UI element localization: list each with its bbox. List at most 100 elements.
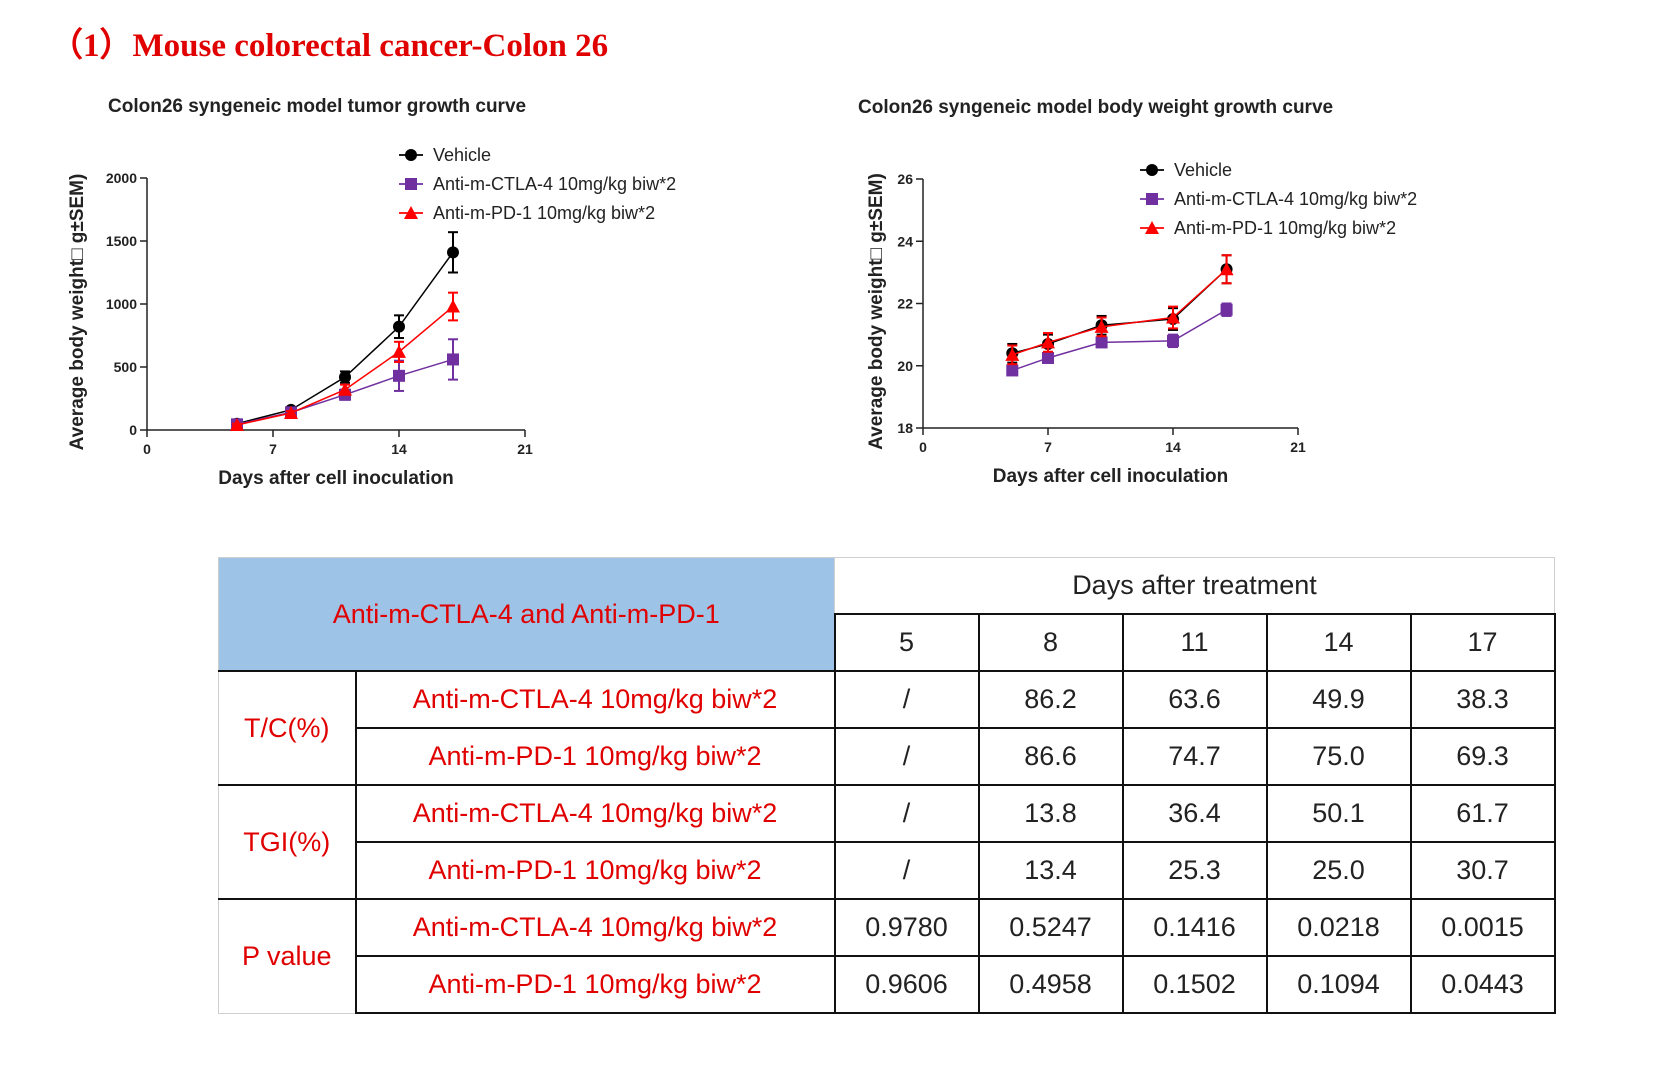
chart2-x-tick-label: 21 [1290, 439, 1306, 455]
chart1-legend-marker [405, 149, 417, 161]
chart1-data-point [393, 320, 405, 333]
section-title: （1）Mouse colorectal cancer-Colon 26 [50, 28, 609, 64]
chart1-y-tick-label: 1000 [106, 296, 137, 312]
chart1-y-tick-label: 500 [114, 359, 138, 375]
metric-label-cell: T/C(%) [218, 670, 356, 786]
treatment-label-cell: Anti-m-PD-1 10mg/kg biw*2 [354, 727, 836, 786]
chart1-legend-marker [404, 206, 418, 219]
table-row: Anti-m-PD-1 10mg/kg biw*2/13.4 25.3 25.0 30… [219, 841, 1556, 900]
chart2-y-tick-label: 18 [897, 420, 913, 436]
day-header-cell: 17 [1409, 613, 1556, 672]
chart1-data-point [446, 299, 460, 313]
table-row: P value Anti-m-CTLA-4 10mg/kg biw*2 0.9780… [218, 898, 1556, 1014]
chart2-legend-label: Anti-m-PD-1 10mg/kg biw*2 [1174, 218, 1396, 238]
chart2-x-tick-label: 0 [919, 439, 927, 455]
value-cell: 69.3 [1409, 727, 1556, 786]
value-cell: 13.4 [977, 841, 1124, 900]
chart1-y-axis-label: Average body weight□ g±SEM) [67, 174, 88, 451]
value-cell: 0.0218 [1265, 898, 1412, 957]
treatment-label-cell: Anti-m-CTLA-4 10mg/kg biw*2 [354, 898, 836, 957]
day-header-cell: 14 [1265, 613, 1412, 672]
chart2-data-point [1095, 336, 1108, 349]
chart2-data-point [1219, 262, 1234, 276]
chart2-legend-label: Vehicle [1174, 160, 1232, 180]
chart2-data-point [1005, 347, 1020, 361]
chart2-data-point [1167, 334, 1179, 347]
table-days-row: 5 8 11 14 17 [219, 613, 1556, 672]
chart2-y-tick-label: 24 [897, 233, 913, 249]
treatment-label-cell: Anti-m-CTLA-4 10mg/kg biw*2 [354, 784, 836, 843]
chart2-data-point [1042, 351, 1054, 364]
days-after-treatment-header: Days after treatment [834, 557, 1555, 615]
value-cell: 49.9 [1265, 670, 1412, 729]
treatment-label-cell: Anti-m-CTLA-4 10mg/kg biw*2 [354, 670, 836, 729]
chart1-data-point [339, 371, 351, 384]
chart1-x-tick-label: 21 [517, 441, 533, 457]
chart2-x-tick-label: 14 [1165, 439, 1181, 455]
chart2-data-point [1166, 310, 1180, 324]
value-cell: 36.4 [1121, 784, 1268, 843]
value-cell: 13.8 [977, 784, 1124, 843]
chart1-legend-marker [405, 178, 417, 190]
chart2-y-axis-label: Average body weight□ g±SEM) [866, 173, 887, 450]
value-cell: 61.7 [1409, 784, 1556, 843]
table-group-header: Anti-m-CTLA-4 and Anti-m-PD-1 [218, 557, 835, 672]
chart1-x-tick-label: 0 [143, 441, 151, 457]
chart2-legend-marker [1146, 164, 1158, 176]
value-cell: / [833, 841, 980, 900]
chart2-x-axis-label: Days after cell inoculation [993, 466, 1228, 487]
results-table: Anti-m-CTLA-4 and Anti-m-PD-1 Days after … [218, 557, 1556, 1014]
value-cell: 63.6 [1121, 670, 1268, 729]
value-cell: 25.3 [1121, 841, 1268, 900]
chart2-title: Colon26 syngeneic model body weight grow… [858, 97, 1333, 118]
value-cell: / [833, 784, 980, 843]
chart1-legend-label: Anti-m-CTLA-4 10mg/kg biw*2 [433, 174, 676, 194]
value-cell: 0.9606 [833, 955, 980, 1014]
chart1-legend-label: Vehicle [433, 145, 491, 165]
value-cell: 0.9780 [833, 898, 980, 957]
chart2-y-tick-label: 26 [897, 171, 913, 187]
value-cell: 74.7 [1121, 727, 1268, 786]
chart2-legend-marker [1145, 221, 1159, 234]
treatment-label-cell: Anti-m-PD-1 10mg/kg biw*2 [354, 841, 836, 900]
value-cell: / [833, 670, 980, 729]
chart1-y-tick-label: 1500 [106, 233, 137, 249]
chart2-data-point [1220, 303, 1233, 316]
value-cell: 0.4958 [977, 955, 1124, 1014]
chart2-y-tick-label: 20 [897, 358, 913, 374]
chart1-data-point [393, 369, 405, 382]
value-cell: 86.2 [977, 670, 1124, 729]
value-cell: 0.0443 [1409, 955, 1556, 1014]
day-header-cell: 5 [833, 613, 980, 672]
chart1-y-tick-label: 2000 [106, 170, 137, 186]
chart1-data-point [392, 344, 406, 358]
chart2-data-point [1006, 364, 1019, 377]
value-cell: 75.0 [1265, 727, 1412, 786]
table-row: T/C(%) Anti-m-CTLA-4 10mg/kg biw*2/86.2 63… [218, 670, 1556, 786]
value-cell: 38.3 [1409, 670, 1556, 729]
metric-label-cell: P value [218, 898, 356, 1014]
chart1-data-point [230, 417, 244, 431]
value-cell: 50.1 [1265, 784, 1412, 843]
value-cell: 0.1502 [1121, 955, 1268, 1014]
table-header-row: Anti-m-CTLA-4 and Anti-m-PD-1 Days after … [218, 557, 1555, 672]
value-cell: 30.7 [1409, 841, 1556, 900]
value-cell: 86.6 [977, 727, 1124, 786]
chart1-data-point [447, 353, 459, 366]
chart1-x-axis-label: Days after cell inoculation [218, 468, 453, 489]
chart1-title: Colon26 syngeneic model tumor growth cur… [108, 96, 526, 117]
table-row: TGI(%) Anti-m-CTLA-4 10mg/kg biw*2/13.8 36… [218, 784, 1556, 900]
chart1-data-point [284, 405, 298, 419]
chart2-y-tick-label: 22 [897, 296, 913, 312]
day-header-cell: 11 [1121, 613, 1268, 672]
value-cell: 0.1416 [1121, 898, 1268, 957]
charts-canvas: Colon26 syngeneic model tumor growth cur… [67, 96, 1417, 489]
chart1-series-line [236, 305, 454, 426]
value-cell: 0.0015 [1409, 898, 1556, 957]
treatment-label-cell: Anti-m-PD-1 10mg/kg biw*2 [354, 955, 836, 1014]
chart1-x-tick-label: 14 [391, 441, 407, 457]
chart2-legend-label: Anti-m-CTLA-4 10mg/kg biw*2 [1174, 189, 1417, 209]
table-row: Anti-m-PD-1 10mg/kg biw*2 0.9606 0.4958 0.1… [219, 955, 1556, 1014]
chart2-x-tick-label: 7 [1044, 439, 1052, 455]
chart2-data-point [1041, 335, 1055, 349]
